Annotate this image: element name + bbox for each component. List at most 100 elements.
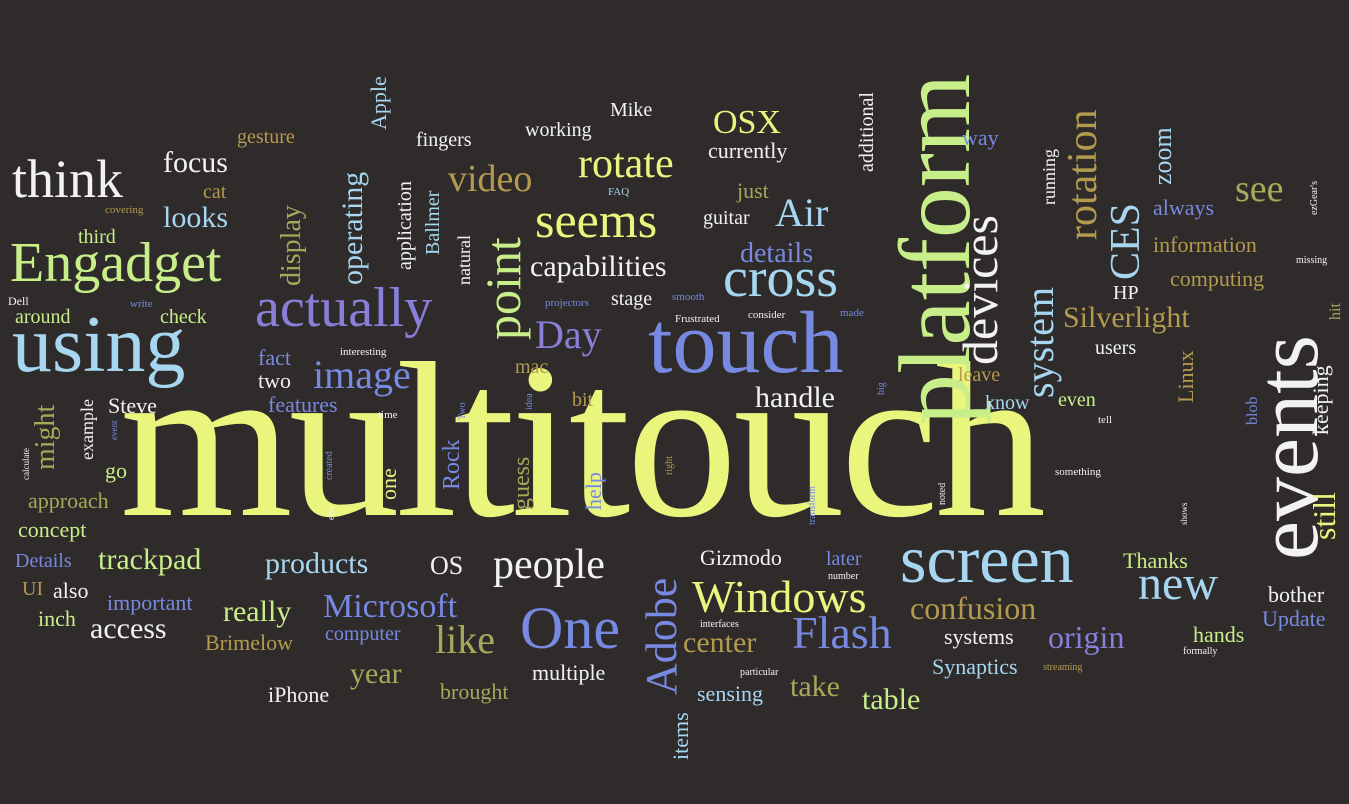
word-new: new <box>1138 557 1218 610</box>
word-particular: particular <box>740 667 779 678</box>
word-blob: blob <box>1244 396 1261 425</box>
word-products: products <box>265 547 369 580</box>
word-also: also <box>53 578 89 603</box>
word-zoom: zoom <box>1148 127 1177 185</box>
word-made: made <box>840 307 864 319</box>
word-cat: cat <box>203 181 227 203</box>
word-gizmodo: Gizmodo <box>700 545 782 570</box>
word-know: know <box>985 392 1030 414</box>
word-one: One <box>520 595 620 661</box>
word-flash: Flash <box>792 607 892 658</box>
word-actually: actually <box>255 277 433 339</box>
word-touch: touch <box>648 295 844 392</box>
word-operating: operating <box>336 171 369 285</box>
word-one: one <box>376 468 401 500</box>
word-keeping: keeping <box>1308 365 1333 435</box>
word-calculate: calculate <box>21 448 31 480</box>
word-time: time <box>378 409 398 421</box>
word-something: something <box>1055 466 1101 478</box>
word-like: like <box>435 617 495 662</box>
word-really: really <box>223 595 292 628</box>
word-way: way <box>962 125 999 150</box>
word-silverlight: Silverlight <box>1063 301 1190 334</box>
word-apple: Apple <box>366 76 391 130</box>
word-missing: missing <box>1296 255 1328 266</box>
word-multiple: multiple <box>532 660 606 685</box>
word-bit: bit <box>572 389 594 411</box>
word-tell: tell <box>1098 414 1113 426</box>
word-additional: additional <box>856 92 878 172</box>
word-using: using <box>12 301 186 389</box>
word-frustrated: Frustrated <box>675 313 720 325</box>
word-hp: HP <box>1113 282 1139 304</box>
word-later: later <box>826 548 862 570</box>
word-update: Update <box>1262 606 1326 631</box>
word-even: even <box>1058 389 1096 411</box>
word-center: center <box>683 626 757 659</box>
word-looks: looks <box>163 201 229 234</box>
word-interfaces: interfaces <box>700 619 739 630</box>
word-system: system <box>1017 286 1062 398</box>
word-day: Day <box>535 312 602 357</box>
word-think: think <box>12 149 124 209</box>
word-streaming: streaming <box>1043 662 1083 673</box>
word-steve: Steve <box>108 393 157 418</box>
word-year: year <box>350 657 402 690</box>
word-table: table <box>862 683 921 716</box>
word-fact: fact <box>258 345 291 370</box>
word-see: see <box>1235 168 1284 210</box>
word-working: working <box>525 119 592 141</box>
word-microsoft: Microsoft <box>323 588 458 625</box>
word-fingers: fingers <box>416 129 472 151</box>
word-thanks: Thanks <box>1123 548 1188 573</box>
word-hands: hands <box>1193 622 1245 647</box>
word-capabilities: capabilities <box>530 250 667 283</box>
word-devices: devices <box>952 215 1008 365</box>
word-air: Air <box>775 190 829 235</box>
word-two: two <box>258 368 291 393</box>
word-rotate: rotate <box>578 141 674 187</box>
word-handle: handle <box>755 381 835 414</box>
word-adobe: Adobe <box>637 577 686 695</box>
word-confusion: confusion <box>910 590 1037 626</box>
word-linux: Linux <box>1173 350 1198 403</box>
word-write: write <box>130 298 153 310</box>
word-still: still <box>1306 491 1342 540</box>
word-osx: OSX <box>713 104 782 141</box>
word-might: might <box>30 404 61 470</box>
word-guess: guess <box>509 456 535 510</box>
word-users: users <box>1095 337 1137 359</box>
word-cross: cross <box>723 247 839 309</box>
word-natural: natural <box>454 235 474 285</box>
word-brimelow: Brimelow <box>205 630 293 655</box>
word-people: people <box>493 542 605 588</box>
word-go: go <box>105 458 127 483</box>
word-consider: consider <box>748 309 786 321</box>
word-multitouch: multitouch <box>120 318 1046 564</box>
word-just: just <box>737 178 769 203</box>
word-created: created <box>324 451 335 480</box>
word-focus: focus <box>163 146 228 179</box>
word-example: example <box>77 399 97 460</box>
word-computer: computer <box>325 623 401 645</box>
word-sensing: sensing <box>697 681 763 706</box>
word-faq: FAQ <box>608 186 630 198</box>
word-image: image <box>313 352 411 397</box>
word-third: third <box>78 226 116 248</box>
word-details: Details <box>15 550 72 572</box>
word-bother: bother <box>1268 582 1325 607</box>
word-rotation: rotation <box>1060 109 1106 240</box>
word-mac: mac <box>515 356 549 378</box>
word-access: access <box>90 612 167 645</box>
word-running: running <box>1039 149 1059 205</box>
word-shows: shows <box>1179 502 1189 525</box>
word-covering: covering <box>105 204 144 216</box>
word-brought: brought <box>440 679 509 704</box>
word-currently: currently <box>708 138 788 163</box>
word-interesting: interesting <box>340 346 387 358</box>
word-rock: Rock <box>439 439 465 490</box>
word-os: OS <box>430 551 464 580</box>
word-information: information <box>1153 232 1257 257</box>
word-else: else <box>326 506 336 520</box>
word-engadget: Engadget <box>10 232 222 294</box>
